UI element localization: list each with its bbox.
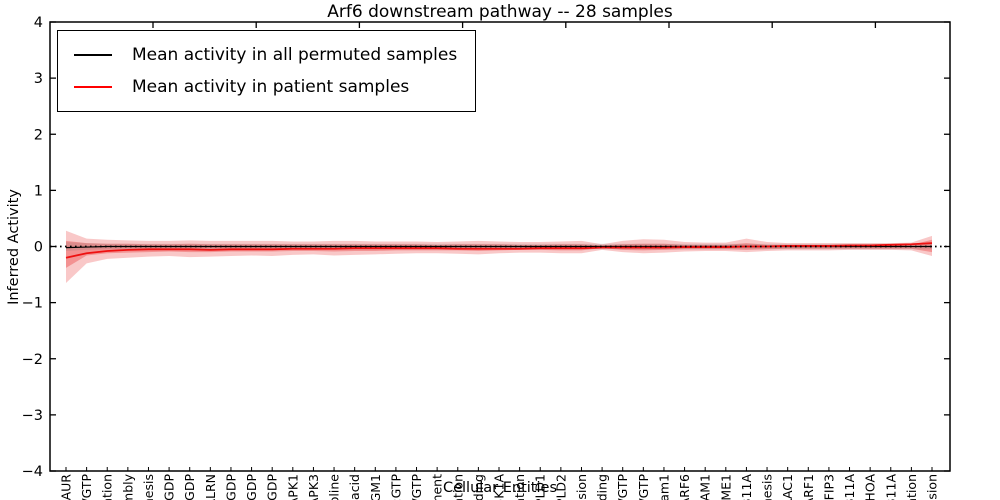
x-category-label: RAC1 (780, 474, 795, 500)
legend-label-permuted: Mean activity in all permuted samples (132, 45, 458, 65)
x-category-label: regulation of calcium-dependent cell-cel… (574, 474, 589, 500)
x-category-label: tube morphogenesis (141, 474, 156, 500)
x-category-label: Rac1/GTP (79, 474, 94, 500)
y-tick-label: 4 (34, 15, 43, 31)
y-tick-label: −1 (22, 296, 43, 312)
x-axis-label: Cellular Entities (442, 480, 558, 496)
x-category-label: ARF1/GDP (223, 474, 238, 500)
x-category-label: MAPK1 (285, 474, 300, 500)
x-category-label: liver development (430, 474, 445, 500)
x-category-label: actin filament bundle formation (904, 474, 919, 500)
legend-item-permuted: Mean activity in all permuted samples (74, 39, 457, 71)
x-category-label: MAPK3 (306, 474, 321, 500)
x-category-label: ARF6/GDP (182, 474, 197, 500)
x-category-label: ARF6/GTP (409, 474, 424, 500)
y-tick-label: 1 (34, 183, 43, 199)
patient-line-swatch (74, 86, 112, 88)
y-tick-label: 2 (34, 127, 43, 143)
x-category-label: NME1 (718, 474, 733, 500)
y-tick-label: 0 (34, 240, 43, 256)
x-category-label: ARF6 (677, 474, 692, 500)
x-category-label: PIP5K1A (492, 474, 507, 500)
x-category-label: RHOA (863, 474, 878, 500)
y-tick-label: −4 (22, 464, 43, 480)
legend-label-patient: Mean activity in patient samples (132, 77, 410, 97)
x-category-label: mol:Phosphatidic acid (347, 474, 362, 500)
patient-outer-band (66, 230, 932, 283)
x-category-label: TIAM1 (698, 474, 713, 500)
y-tick-label: −2 (22, 352, 43, 368)
x-category-label: substrate adhesion-dependent cell spread… (471, 474, 486, 500)
x-category-label: PLD2 (553, 474, 568, 500)
x-category-label: mol:GTP (388, 474, 403, 500)
x-category-label: PLD1 (533, 474, 548, 500)
x-category-label: lamellipodium assembly (120, 473, 135, 500)
x-category-label: RAB11A (842, 474, 857, 500)
x-category-label: RhoA/GDP (244, 474, 259, 500)
x-category-label: regulation of axonogenesis (760, 474, 775, 500)
x-category-label: ruffle organization (512, 474, 527, 500)
x-category-label: mol:Choline (327, 474, 342, 500)
x-category-label: KALRN (203, 474, 218, 500)
x-category-label: PLAUR (59, 474, 74, 500)
x-category-label: myoblast fusion (925, 474, 940, 500)
x-category-label: cortical actin cytoskeleton organization (100, 474, 115, 500)
chart-title: Arf6 downstream pathway -- 28 samples (327, 2, 673, 22)
x-category-label: ARF1 (801, 474, 816, 500)
x-category-label: ARF6/GTP/RAB11FIP3/RAB11A (739, 474, 754, 500)
permuted-line-swatch (74, 54, 112, 56)
x-category-label: ARF1/GTP (636, 474, 651, 500)
x-category-label: Rac1/GDP (265, 474, 280, 500)
legend: Mean activity in all permuted samples Me… (57, 30, 477, 112)
x-category-label: regulation of epithelial cell migration (450, 474, 465, 500)
x-category-label: mol:GDP (162, 474, 177, 500)
legend-item-patient: Mean activity in patient samples (74, 71, 457, 103)
x-category-label: fibronectin binding (595, 474, 610, 500)
x-category-label: ARF6/GTP/NME1/Tiam1 (656, 474, 671, 500)
x-category-label: RAB11FIP3/RAB11A (883, 474, 898, 500)
y-tick-label: 3 (34, 71, 43, 87)
x-category-label: mol:GM1 (368, 474, 383, 500)
patient-mean-line (65, 242, 933, 259)
x-category-label: RAB11FIP3 (821, 474, 836, 500)
x-category-label: RhoA/GTP (615, 474, 630, 500)
y-tick-label: −3 (22, 408, 43, 424)
